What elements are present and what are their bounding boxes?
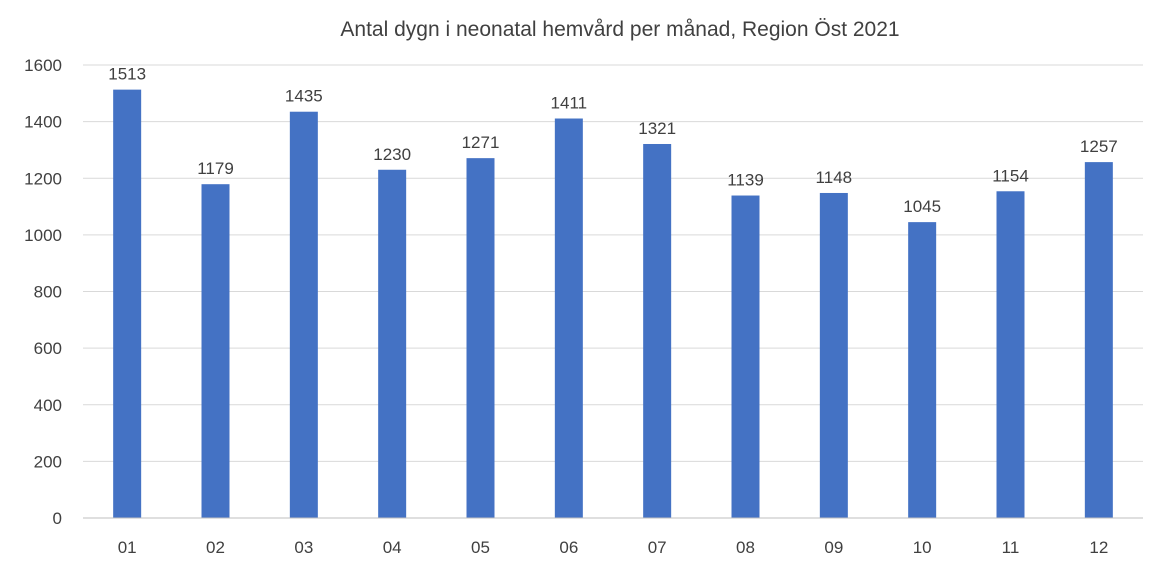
data-label-07: 1321 bbox=[638, 119, 676, 138]
bar-06 bbox=[554, 118, 583, 519]
data-label-04: 1230 bbox=[373, 145, 411, 164]
bar-07 bbox=[643, 143, 672, 518]
bar-11 bbox=[996, 191, 1025, 518]
y-axis-ticks: 0 200 400 600 800 1000 1200 1400 1600 bbox=[24, 56, 62, 528]
y-tick-label: 800 bbox=[34, 283, 62, 302]
x-tick-label-09: 09 bbox=[824, 538, 843, 557]
x-tick-label-12: 12 bbox=[1089, 538, 1108, 557]
bar-02 bbox=[201, 184, 230, 518]
bar-04 bbox=[378, 169, 407, 518]
x-tick-label-08: 08 bbox=[736, 538, 755, 557]
x-axis-ticks: 01 02 03 04 05 06 07 08 09 10 11 12 bbox=[118, 538, 1109, 557]
chart-title: Antal dygn i neonatal hemvård per månad,… bbox=[340, 18, 899, 41]
y-tick-label: 1400 bbox=[24, 113, 62, 132]
bar-08 bbox=[731, 195, 760, 518]
data-label-02: 1179 bbox=[197, 159, 234, 178]
x-tick-label-02: 02 bbox=[206, 538, 225, 557]
x-tick-label-11: 11 bbox=[1002, 538, 1020, 557]
x-tick-label-07: 07 bbox=[648, 538, 667, 557]
y-tick-label: 1000 bbox=[24, 226, 62, 245]
x-tick-label-04: 04 bbox=[383, 538, 402, 557]
x-tick-label-10: 10 bbox=[913, 538, 932, 557]
data-label-10: 1045 bbox=[903, 197, 941, 216]
bar-05 bbox=[466, 158, 495, 518]
data-label-09: 1148 bbox=[816, 168, 853, 187]
y-tick-label: 1600 bbox=[24, 56, 62, 75]
data-label-08: 1139 bbox=[727, 171, 764, 190]
x-tick-label-05: 05 bbox=[471, 538, 490, 557]
bar-12 bbox=[1084, 162, 1113, 518]
bar-03 bbox=[289, 111, 318, 518]
bar-10 bbox=[908, 222, 937, 518]
x-tick-label-01: 01 bbox=[118, 538, 137, 557]
y-tick-label: 200 bbox=[34, 452, 62, 471]
bars bbox=[113, 89, 1113, 519]
y-tick-label: 0 bbox=[53, 509, 62, 528]
x-tick-label-06: 06 bbox=[559, 538, 578, 557]
data-label-06: 1411 bbox=[551, 94, 588, 113]
y-tick-label: 1200 bbox=[24, 169, 62, 188]
data-label-01: 1513 bbox=[108, 65, 146, 84]
y-tick-label: 600 bbox=[34, 339, 62, 358]
data-label-11: 1154 bbox=[992, 166, 1029, 185]
x-tick-label-03: 03 bbox=[294, 538, 313, 557]
data-labels: 1513 1179 1435 1230 1271 1411 1321 1139 1148 1045… bbox=[108, 65, 1117, 217]
data-label-03: 1435 bbox=[285, 87, 323, 106]
data-label-12: 1257 bbox=[1080, 137, 1118, 156]
bar-09 bbox=[819, 192, 848, 518]
gridlines bbox=[83, 64, 1143, 462]
data-label-05: 1271 bbox=[462, 133, 500, 152]
bar-01 bbox=[113, 89, 142, 519]
y-tick-label: 400 bbox=[34, 396, 62, 415]
